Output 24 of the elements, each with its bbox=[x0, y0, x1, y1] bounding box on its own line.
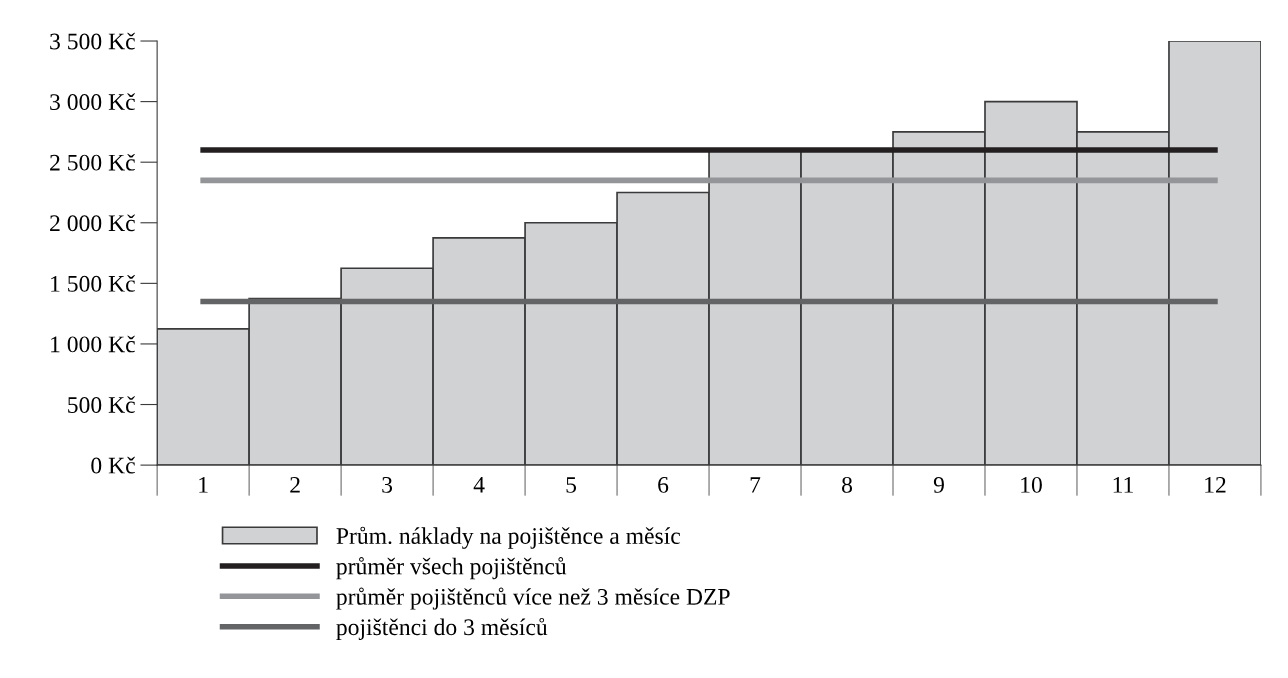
x-tick-label: 11 bbox=[1113, 477, 1133, 493]
x-tick-label: 7 bbox=[750, 477, 761, 493]
x-tick-label: 9 bbox=[933, 476, 944, 493]
y-tick-label: 1 000 Kč bbox=[51, 335, 135, 353]
legend-label: průměr pojištěnců více než 3 měsíce DZP bbox=[336, 587, 730, 610]
x-tick-label: 5 bbox=[566, 477, 577, 493]
x-tick-label: 8 bbox=[842, 476, 853, 493]
y-tick-label: 3 500 Kč bbox=[50, 32, 135, 50]
y-tick-label: 2 000 Kč bbox=[50, 214, 135, 232]
y-tick-label: 1 500 Kč bbox=[51, 275, 135, 292]
x-tick-label: 2 bbox=[290, 476, 300, 493]
y-tick-label: 0 Kč bbox=[91, 456, 135, 474]
y-tick-label: 500 Kč bbox=[68, 396, 135, 413]
legend-label: pojištěnci do 3 měsíců bbox=[336, 617, 548, 640]
legend-label: průměr všech pojištěnců bbox=[336, 557, 567, 580]
x-tick-label: 12 bbox=[1205, 476, 1226, 493]
x-tick-label: 1 bbox=[199, 477, 208, 493]
y-tick-label: 3 000 Kč bbox=[50, 93, 135, 111]
legend-label: Prům. náklady na pojištěnce a měsíc bbox=[336, 526, 681, 549]
x-tick-label: 4 bbox=[473, 477, 485, 493]
x-tick-label: 10 bbox=[1021, 476, 1042, 493]
x-tick-label: 3 bbox=[382, 476, 393, 493]
x-tick-label: 6 bbox=[658, 476, 669, 493]
y-tick-label: 2 500 Kč bbox=[50, 153, 135, 171]
